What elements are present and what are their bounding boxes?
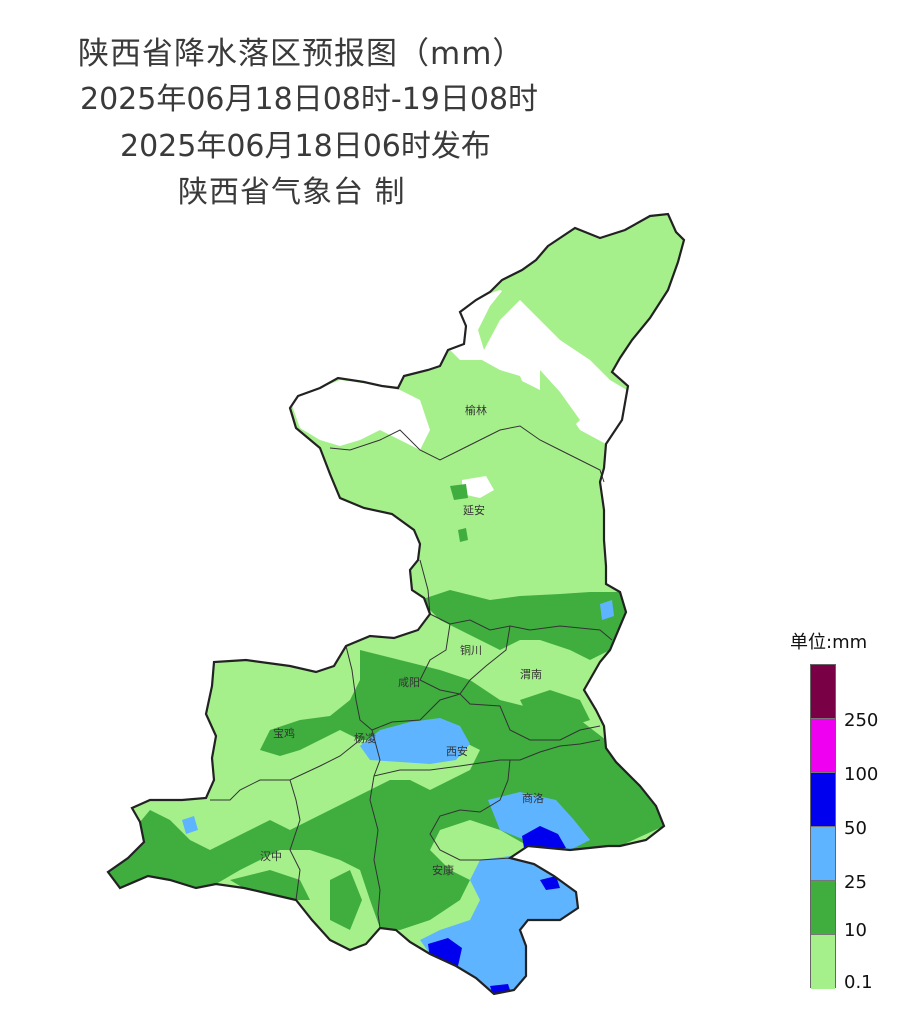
forecast-period: 2025年06月18日08时-19日08时 (80, 82, 539, 117)
city-label-hanzhong: 汉中 (260, 850, 282, 863)
legend-swatch-10-25 (811, 881, 835, 935)
city-label-yangling: 杨凌 (354, 731, 376, 745)
legend-swatch-250-plus (811, 665, 835, 719)
map-title: 陕西省降水落区预报图（mm） (78, 36, 525, 72)
city-label-shangluo: 商洛 (522, 791, 544, 805)
legend-swatch-25-50 (811, 827, 835, 881)
legend-label-0-1: 0.1 (844, 972, 873, 993)
city-label-yulin: 榆林 (465, 403, 487, 417)
city-label-weinan: 渭南 (520, 668, 542, 681)
city-label-ankang: 安康 (432, 863, 454, 877)
light-rain-patch (478, 232, 610, 350)
storm-area (490, 984, 512, 994)
legend-label-10: 10 (844, 920, 867, 941)
light-rain-patch (540, 370, 580, 430)
legend-swatch-100-250 (811, 719, 835, 773)
city-label-xian: 西安 (446, 744, 468, 758)
heavy-rain-area (488, 792, 590, 850)
legend-label-50: 50 (844, 818, 867, 839)
legend: 单位:mm 250 100 50 25 10 0.1 (790, 628, 890, 998)
city-label-yanan: 延安 (463, 503, 485, 517)
moderate-rain-area (520, 690, 590, 730)
legend-colorbar (810, 664, 836, 989)
issue-time: 2025年06月18日06时发布 (120, 129, 491, 164)
city-label-baoji: 宝鸡 (273, 726, 295, 740)
heavy-rain-area (420, 856, 578, 994)
legend-label-100: 100 (844, 764, 879, 785)
legend-label-25: 25 (844, 872, 867, 893)
rain-areas (108, 232, 664, 994)
moderate-rain-area (230, 870, 310, 900)
moderate-rain-patch (458, 528, 468, 542)
light-rain-patch (490, 370, 530, 430)
heavy-rain-area (360, 718, 470, 764)
legend-swatch-0-1-10 (811, 935, 835, 989)
legend-unit: 单位:mm (790, 632, 868, 653)
city-label-xianyang: 咸阳 (398, 676, 420, 689)
legend-swatch-50-100 (811, 773, 835, 827)
heavy-rain-patch (182, 816, 198, 834)
title-block: 陕西省降水落区预报图（mm） 2025年06月18日08时-19日08时 202… (0, 0, 900, 220)
moderate-rain-area (420, 590, 626, 660)
moderate-rain-area (108, 650, 664, 930)
storm-area (540, 876, 560, 890)
city-boundaries (210, 425, 613, 929)
issuer: 陕西省气象台 制 (178, 175, 406, 210)
legend-label-250: 250 (844, 710, 879, 731)
city-label-tongchuan: 铜川 (460, 643, 482, 657)
moderate-rain-area (330, 870, 362, 930)
moderate-rain-patch (450, 484, 468, 500)
no-rain-area (462, 476, 494, 498)
heavy-rain-patch (600, 600, 614, 620)
